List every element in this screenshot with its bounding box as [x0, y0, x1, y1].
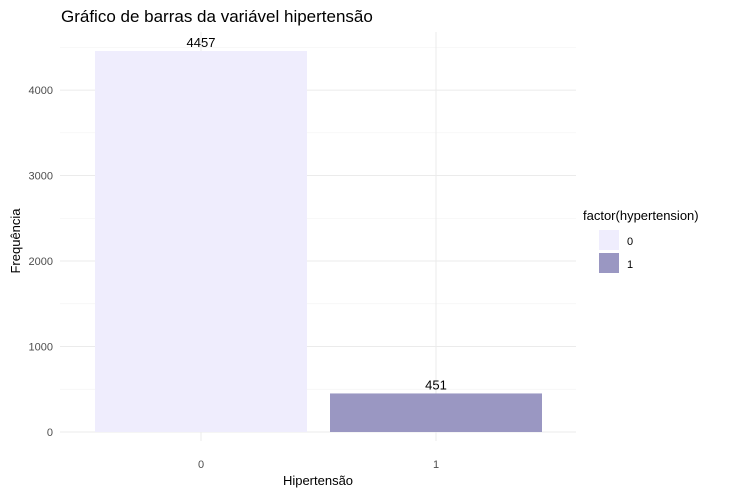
y-tick-label: 0	[47, 427, 53, 439]
legend-label-0: 0	[627, 236, 633, 248]
bar-1	[330, 393, 542, 432]
y-tick-label: 3000	[29, 171, 53, 183]
data-label-1: 451	[425, 377, 447, 392]
chart-title: Gráfico de barras da variável hipertensã…	[61, 7, 373, 26]
legend-label-1: 1	[627, 259, 633, 271]
legend-key-0	[599, 230, 619, 250]
y-tick-label: 1000	[29, 342, 53, 354]
legend-title: factor(hypertension)	[583, 208, 699, 223]
x-tick-label: 1	[433, 459, 439, 471]
data-label-0: 4457	[187, 35, 216, 50]
bars	[95, 51, 542, 432]
data-labels: 4457 451	[187, 35, 447, 392]
legend-key-1	[599, 253, 619, 273]
x-tick-label: 0	[198, 459, 204, 471]
y-tick-label: 4000	[29, 85, 53, 97]
x-axis-title: Hipertensão	[283, 473, 353, 488]
bar-0	[95, 51, 307, 432]
legend: factor(hypertension) 0 1	[583, 208, 699, 273]
y-axis-ticks: 0 1000 2000 3000 4000	[29, 85, 53, 439]
y-tick-label: 2000	[29, 256, 53, 268]
y-axis-title: Frequência	[8, 208, 23, 274]
